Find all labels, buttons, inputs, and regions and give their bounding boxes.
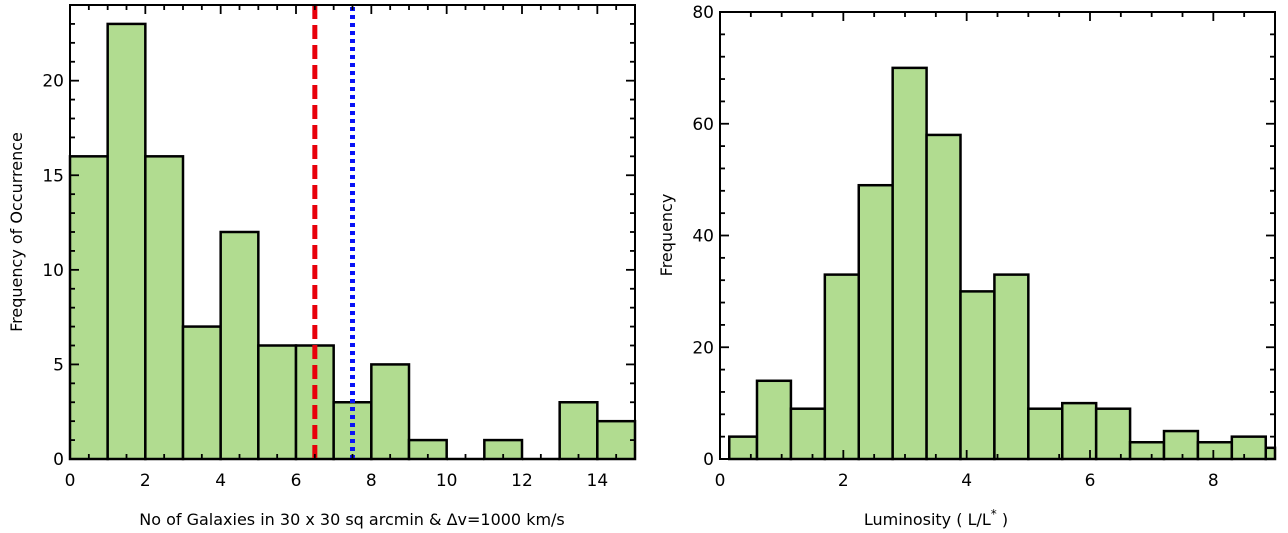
histogram-bar bbox=[68, 155, 109, 461]
y-tick-label: 0 bbox=[703, 450, 714, 470]
histogram-bar bbox=[596, 419, 637, 461]
histogram-bar bbox=[1264, 446, 1277, 461]
y-tick-label: 20 bbox=[692, 338, 714, 358]
histogram-bar bbox=[823, 273, 860, 461]
histogram-bar bbox=[219, 230, 260, 461]
x-tick-label: 10 bbox=[436, 471, 458, 491]
x-tick-label: 4 bbox=[215, 471, 226, 491]
x-axis-label: Luminosity ( L/L* ) bbox=[864, 507, 1008, 529]
histogram-bar bbox=[1230, 435, 1268, 461]
galaxy-count-histogram: 0 2 4 6 8 10 12 14 0 5 10 15 20 No of Galaxies in 30… bbox=[7, 4, 637, 529]
y-tick-label: 60 bbox=[692, 115, 714, 135]
x-tick-label: 12 bbox=[511, 471, 533, 491]
x-tick-label: 2 bbox=[838, 471, 849, 491]
x-tick-label: 4 bbox=[961, 471, 972, 491]
y-tick-label: 20 bbox=[42, 72, 64, 92]
histogram-bar bbox=[1027, 407, 1064, 461]
histogram-bar bbox=[925, 133, 962, 461]
x-tick-label: 8 bbox=[366, 471, 377, 491]
histogram-bar bbox=[993, 273, 1030, 461]
y-tick-label: 0 bbox=[53, 450, 64, 470]
y-tick-label: 15 bbox=[42, 166, 64, 186]
y-tick-label: 40 bbox=[692, 227, 714, 247]
x-tick-label: 2 bbox=[140, 471, 151, 491]
histogram-bar bbox=[1061, 401, 1098, 461]
histogram-bar bbox=[294, 344, 335, 461]
y-tick-label: 80 bbox=[692, 3, 714, 23]
x-axis-label: No of Galaxies in 30 x 30 sq arcmin & Δv… bbox=[139, 510, 565, 529]
histogram-bar bbox=[857, 183, 894, 461]
y-axis-label: Frequency bbox=[657, 194, 676, 277]
histogram-bar bbox=[959, 290, 996, 461]
x-tick-label: 14 bbox=[587, 471, 609, 491]
histogram-bar bbox=[106, 22, 147, 461]
histogram-bar bbox=[755, 379, 793, 461]
histogram-bar bbox=[1162, 429, 1200, 461]
x-tick-label: 6 bbox=[1085, 471, 1096, 491]
y-tick-label: 10 bbox=[42, 261, 64, 281]
histogram-bar bbox=[370, 363, 411, 461]
histogram-bar bbox=[1128, 440, 1166, 461]
histogram-bar bbox=[789, 407, 827, 461]
histogram-bar bbox=[257, 344, 298, 461]
x-tick-label: 6 bbox=[291, 471, 302, 491]
y-tick-label: 5 bbox=[53, 355, 64, 375]
x-tick-label: 8 bbox=[1208, 471, 1219, 491]
x-tick-label: 0 bbox=[65, 471, 76, 491]
histogram-bar bbox=[891, 66, 928, 461]
histogram-bar bbox=[1094, 407, 1132, 461]
x-tick-label: 0 bbox=[715, 471, 726, 491]
histogram-bar bbox=[1196, 440, 1234, 461]
histogram-bar bbox=[181, 325, 222, 461]
y-axis-label: Frequency of Occurrence bbox=[7, 132, 26, 332]
histogram-bar bbox=[558, 401, 599, 461]
histogram-bar bbox=[144, 155, 185, 461]
histogram-bar bbox=[728, 435, 759, 461]
